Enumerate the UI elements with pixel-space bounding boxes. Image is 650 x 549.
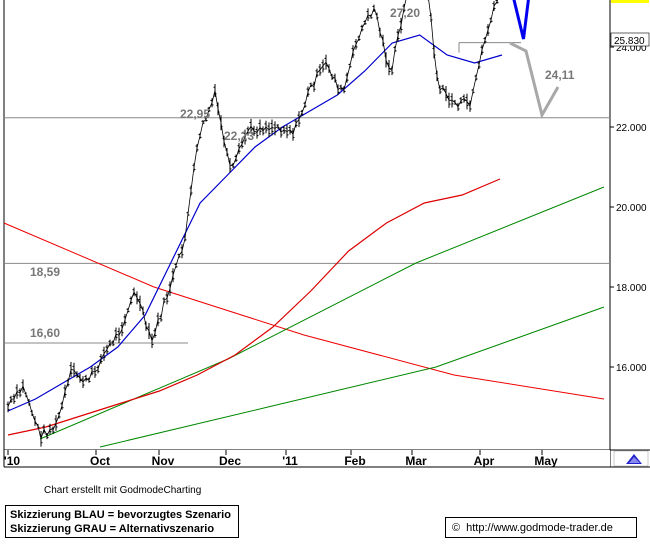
plot-area [4, 0, 610, 450]
copyright-icon: © [452, 521, 461, 534]
x-tick-label: Nov [152, 454, 175, 468]
red-downtrend-line [3, 222, 605, 400]
level-annotation-4: 18,59 [30, 265, 60, 279]
x-tick-label: May [534, 454, 558, 468]
y-tick-label: 22.000 [616, 123, 647, 134]
y-tick-label: 16.000 [616, 363, 647, 374]
level-annotation-0: 27,20 [390, 6, 420, 20]
price-line [7, 0, 499, 441]
y-tick-label: 20.000 [616, 203, 647, 214]
x-tick-label: Feb [344, 454, 365, 468]
level-annotation-3: 24,11 [545, 68, 575, 82]
x-tick-label: Mar [405, 454, 427, 468]
x-axis-strip [4, 450, 610, 467]
level-annotation-5: 16,60 [30, 326, 60, 340]
triangle-scroll-icon[interactable] [626, 454, 642, 464]
red-moving-average [7, 178, 501, 436]
y-tick-label: 18.000 [616, 283, 647, 294]
level-annotation-2: 22,23 [224, 129, 254, 143]
x-tick-label: '10 [4, 454, 21, 468]
legend-gray-scenario: Skizzierung GRAU = Alternativszenario [10, 523, 215, 535]
x-tick-label: Apr [474, 454, 495, 468]
chart-credit: Chart erstellt mit GodmodeCharting [44, 485, 202, 496]
green-lower-trendline [99, 306, 605, 448]
current-price-badge [610, 32, 650, 47]
current-price-highlight [611, 0, 649, 3]
website-url[interactable]: http://www.godmode-trader.de [466, 521, 613, 534]
level-annotation-1: 22,95 [180, 107, 210, 121]
legend-blue-scenario: Skizzierung BLAU = bevorzugtes Szenario [10, 509, 231, 521]
x-tick-label: Oct [90, 454, 110, 468]
x-tick-label: '11 [282, 454, 298, 468]
blue-moving-average [7, 34, 503, 412]
blue-scenario-path [512, 0, 530, 40]
current-price-label: 25.830 [614, 36, 645, 47]
x-tick-label: Dec [219, 454, 241, 468]
scenario-legend: Skizzierung BLAU = bevorzugtes Szenario … [5, 505, 239, 538]
website-link[interactable]: © http://www.godmode-trader.de [445, 517, 637, 538]
y-tick-label: 24.000 [616, 43, 647, 54]
gray-scenario-path [509, 41, 560, 119]
